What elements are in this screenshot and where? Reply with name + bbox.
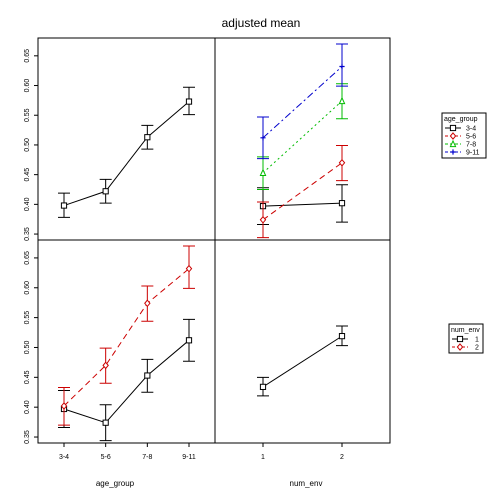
panel-age-by-env: 0.35 0.40 0.45 0.50 0.55 0.60 0.65 3-4 5-6 7-8 9-1… xyxy=(24,245,196,461)
data-point xyxy=(338,158,346,167)
series-line xyxy=(63,101,190,207)
data-point xyxy=(144,299,151,308)
legend-label: 1 xyxy=(475,337,479,344)
y-tick-label: 0.45 xyxy=(24,370,31,384)
data-point xyxy=(259,168,267,176)
chart-title: adjusted mean xyxy=(222,16,301,30)
legend-box xyxy=(441,112,487,159)
data-point xyxy=(144,134,151,141)
data-point xyxy=(185,264,193,273)
panel-age-main: 0.35 0.40 0.45 0.50 0.55 0.60 0.65 xyxy=(24,49,195,241)
series-line xyxy=(262,335,343,388)
legend-marker xyxy=(456,343,464,351)
panel-grid: 0.35 0.40 0.45 0.50 0.55 0.60 0.65 0.35 0.40 0.45… xyxy=(24,37,391,461)
data-point xyxy=(60,402,68,410)
x-tick-label: 5-6 xyxy=(101,454,111,461)
legend-marker xyxy=(450,149,456,155)
x-tick-label: 1 xyxy=(261,454,265,461)
data-point xyxy=(338,200,346,207)
y-tick-label: 0.40 xyxy=(24,197,31,211)
legend-age-group: age_group 3-45-67-89-11 xyxy=(441,112,487,159)
y-tick-label: 0.45 xyxy=(24,168,31,182)
data-point xyxy=(259,383,267,390)
series-line xyxy=(63,268,190,407)
y-tick-label: 0.50 xyxy=(24,341,31,355)
data-point xyxy=(339,63,345,70)
series xyxy=(58,86,195,218)
data-point xyxy=(144,372,151,379)
data-point xyxy=(338,96,346,105)
panel-env-by-age xyxy=(257,43,348,239)
y-tick-label: 0.60 xyxy=(24,281,31,295)
legend-label: 5-6 xyxy=(466,134,476,141)
legend-num-env: num_env 12 xyxy=(448,323,484,354)
series-line xyxy=(262,66,343,139)
x-tick-label: 9-11 xyxy=(182,454,196,461)
series xyxy=(257,325,348,397)
y-tick-label: 0.40 xyxy=(24,400,31,414)
legend-label: 2 xyxy=(475,345,479,352)
y-tick-label: 0.50 xyxy=(24,138,31,152)
legend-marker xyxy=(449,139,457,148)
series-3-4 xyxy=(257,184,348,226)
x-axis-label-age-group: age_group xyxy=(96,479,135,488)
y-tick-label: 0.65 xyxy=(24,49,31,63)
x-tick-label: 7-8 xyxy=(142,454,152,461)
series-line xyxy=(262,100,343,174)
x-tick-label: 2 xyxy=(340,454,344,461)
data-point xyxy=(60,202,68,209)
legend-marker xyxy=(449,132,457,140)
legend-title: num_env xyxy=(451,327,480,334)
series-line xyxy=(63,339,190,424)
series-1 xyxy=(58,318,195,442)
data-point xyxy=(102,188,109,195)
legend-label: 3-4 xyxy=(466,126,476,133)
data-point xyxy=(338,333,346,340)
series-9-11 xyxy=(257,43,348,160)
legend-label: 9-11 xyxy=(466,150,480,157)
legend-title: age_group xyxy=(444,116,478,123)
data-point xyxy=(102,419,109,426)
series-line xyxy=(262,162,343,221)
series-7-8 xyxy=(257,83,348,190)
data-point xyxy=(260,135,266,141)
y-tick-label: 0.55 xyxy=(24,108,31,122)
legends: age_group 3-45-67-89-11 num_env 12 xyxy=(441,112,487,354)
data-point xyxy=(259,215,267,224)
series-2 xyxy=(58,245,195,426)
legend-marker xyxy=(449,124,457,132)
y-tick-label: 0.65 xyxy=(24,251,31,265)
legend-label: 7-8 xyxy=(466,142,476,149)
data-point xyxy=(102,361,109,370)
series-5-6 xyxy=(257,145,348,239)
legend-marker xyxy=(456,335,464,343)
data-point xyxy=(185,98,193,105)
x-axis-label-num-env: num_env xyxy=(290,479,323,488)
series-line xyxy=(262,202,343,207)
y-tick-label: 0.60 xyxy=(24,79,31,93)
data-point xyxy=(185,337,193,344)
x-tick-label: 3-4 xyxy=(59,454,69,461)
y-tick-label: 0.35 xyxy=(24,227,31,241)
y-tick-label: 0.35 xyxy=(24,430,31,444)
y-tick-label: 0.55 xyxy=(24,311,31,325)
